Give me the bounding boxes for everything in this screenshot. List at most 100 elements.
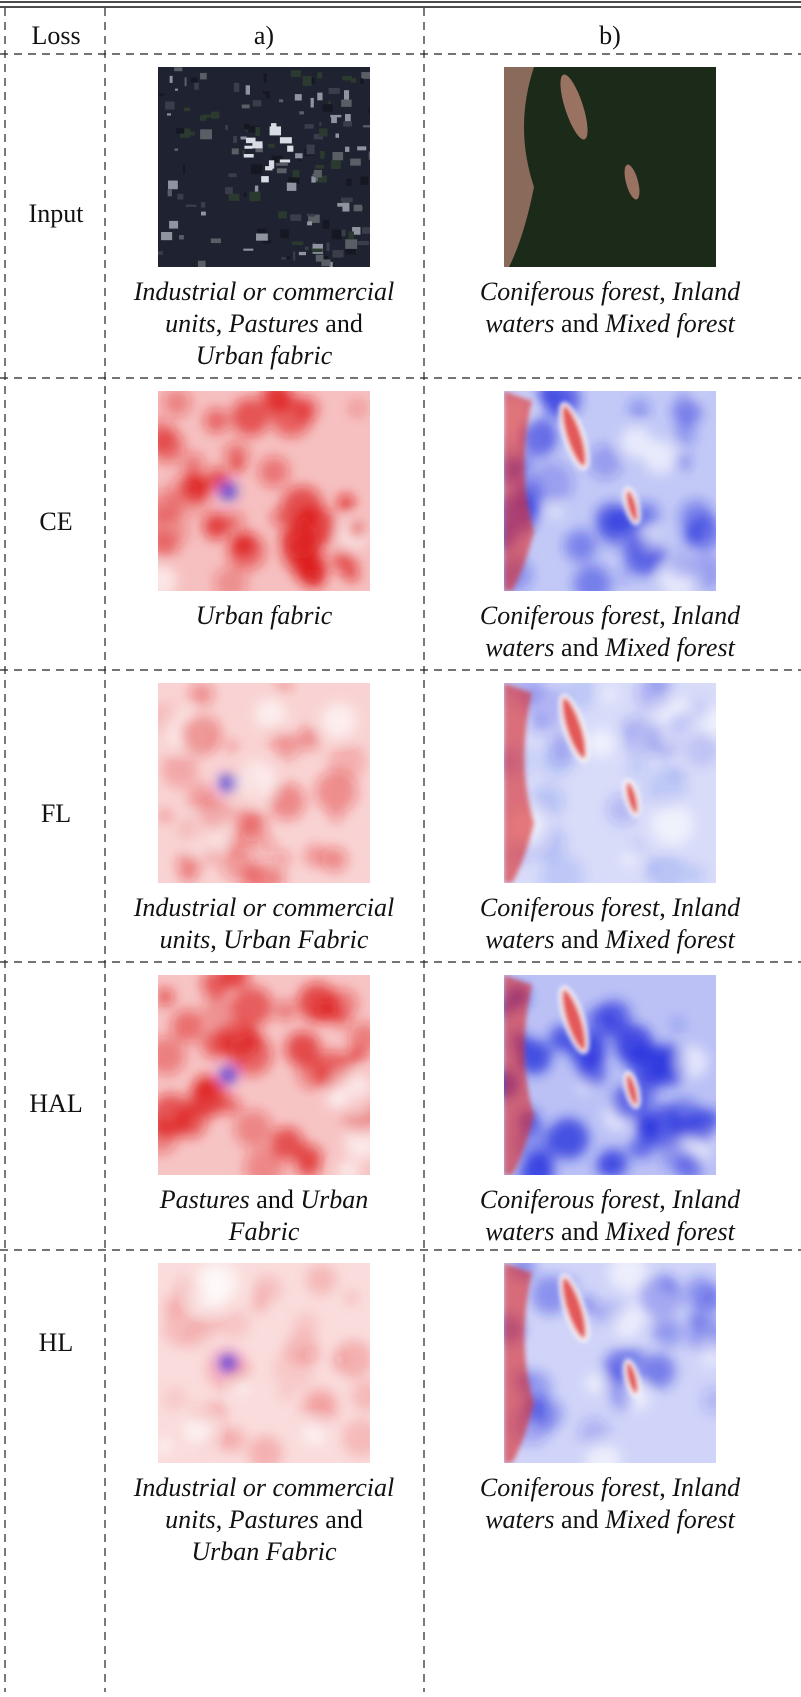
image-texture bbox=[242, 150, 245, 154]
image-texture bbox=[244, 146, 252, 149]
image-texture bbox=[306, 145, 314, 155]
caption-text: Coniferous forest bbox=[480, 1185, 660, 1214]
heat-blob bbox=[248, 1436, 283, 1471]
caption-text: and bbox=[555, 1505, 606, 1534]
image-texture bbox=[263, 91, 266, 94]
heat-blob bbox=[163, 1309, 201, 1347]
image-texture bbox=[233, 136, 237, 143]
image-texture bbox=[266, 91, 270, 98]
row-label: HL bbox=[39, 1328, 74, 1357]
image-texture bbox=[158, 93, 164, 95]
caption-line: Industrial or commercial bbox=[133, 1473, 394, 1502]
image-texture bbox=[369, 108, 377, 113]
heat-blob bbox=[272, 872, 286, 886]
image-texture bbox=[176, 128, 184, 133]
image-texture bbox=[246, 130, 248, 132]
heat-blob bbox=[614, 1024, 653, 1063]
heat-blob bbox=[585, 1374, 605, 1394]
caption-text: Industrial or commercial bbox=[133, 277, 394, 306]
image-texture bbox=[293, 251, 295, 260]
image-content bbox=[152, 677, 370, 895]
heat-blob bbox=[342, 1419, 380, 1457]
image-texture bbox=[241, 136, 247, 139]
heat-blob bbox=[631, 839, 646, 854]
heat-blob bbox=[351, 1380, 383, 1412]
caption-text: Inland bbox=[671, 1473, 741, 1502]
heat-blob bbox=[684, 733, 717, 766]
image-texture bbox=[170, 76, 173, 83]
heat-blob bbox=[645, 532, 660, 547]
image-content bbox=[492, 663, 728, 898]
caption-text: and bbox=[319, 309, 363, 338]
heat-blob bbox=[652, 804, 694, 846]
image bbox=[493, 1253, 729, 1479]
heat-blob bbox=[297, 727, 320, 750]
heat-blob bbox=[529, 1148, 556, 1175]
header-b: b) bbox=[599, 21, 621, 50]
image-texture bbox=[305, 247, 309, 251]
heat-blob bbox=[531, 785, 564, 818]
heat-blob bbox=[219, 1354, 237, 1372]
image-texture bbox=[315, 165, 324, 169]
image-texture bbox=[346, 179, 352, 186]
image-texture bbox=[168, 190, 172, 197]
heat-blob bbox=[181, 868, 196, 883]
heat-blob bbox=[659, 1276, 677, 1294]
heat-blob bbox=[219, 1066, 237, 1084]
image-texture bbox=[290, 214, 301, 221]
image-texture bbox=[200, 129, 212, 139]
heat-blob bbox=[234, 1110, 272, 1148]
image-content bbox=[492, 380, 726, 603]
heat-blob bbox=[195, 1075, 217, 1097]
image-texture bbox=[251, 164, 263, 174]
image bbox=[492, 663, 728, 898]
image-texture bbox=[174, 67, 182, 71]
caption-text: and bbox=[555, 309, 606, 338]
heat-blob bbox=[530, 461, 574, 505]
heat-blob bbox=[635, 1114, 661, 1140]
image-texture bbox=[295, 94, 302, 100]
heat-blob bbox=[676, 1046, 708, 1078]
image-content bbox=[158, 67, 378, 271]
heat-blob bbox=[689, 553, 726, 590]
heat-blob bbox=[321, 703, 357, 739]
caption-text: Inland bbox=[671, 1185, 741, 1214]
caption-text: Pastures bbox=[159, 1185, 250, 1214]
heat-blob bbox=[174, 1106, 207, 1139]
image-texture bbox=[329, 88, 340, 94]
heat-blob bbox=[564, 529, 597, 562]
image-texture bbox=[319, 122, 321, 126]
heat-blob bbox=[645, 768, 687, 810]
image-texture bbox=[186, 205, 197, 207]
image-texture bbox=[344, 90, 349, 99]
image-texture bbox=[316, 255, 324, 262]
image-texture bbox=[242, 105, 250, 109]
image-texture bbox=[280, 159, 290, 162]
image-texture bbox=[319, 128, 327, 136]
image-texture bbox=[312, 249, 323, 253]
heat-blob bbox=[643, 440, 677, 474]
caption-line: waters and Mixed forest bbox=[485, 1217, 735, 1246]
image-texture bbox=[161, 232, 172, 240]
heat-blob bbox=[670, 1118, 695, 1143]
caption-text: Coniferous forest bbox=[480, 601, 660, 630]
caption-text: and bbox=[555, 1217, 606, 1246]
caption-text: Mixed forest bbox=[604, 633, 735, 662]
image-texture bbox=[341, 230, 345, 236]
caption-text: Mixed forest bbox=[604, 309, 735, 338]
heat-blob bbox=[639, 1353, 677, 1391]
heat-blob bbox=[145, 508, 188, 551]
caption-text: Coniferous forest bbox=[480, 1473, 660, 1502]
caption-text: waters bbox=[485, 1217, 554, 1246]
caption-line: Coniferous forest, Inland bbox=[480, 1473, 741, 1502]
caption-line: Urban Fabric bbox=[191, 1537, 337, 1566]
image-texture bbox=[194, 83, 199, 90]
caption-text: Pastures bbox=[228, 1505, 319, 1534]
caption-line: Urban fabric bbox=[196, 601, 333, 630]
heat-blob bbox=[619, 715, 662, 758]
image-content bbox=[157, 1261, 383, 1470]
image-texture bbox=[330, 115, 341, 117]
heat-blob bbox=[144, 419, 176, 451]
image-texture bbox=[264, 74, 267, 83]
image-texture bbox=[229, 173, 237, 177]
